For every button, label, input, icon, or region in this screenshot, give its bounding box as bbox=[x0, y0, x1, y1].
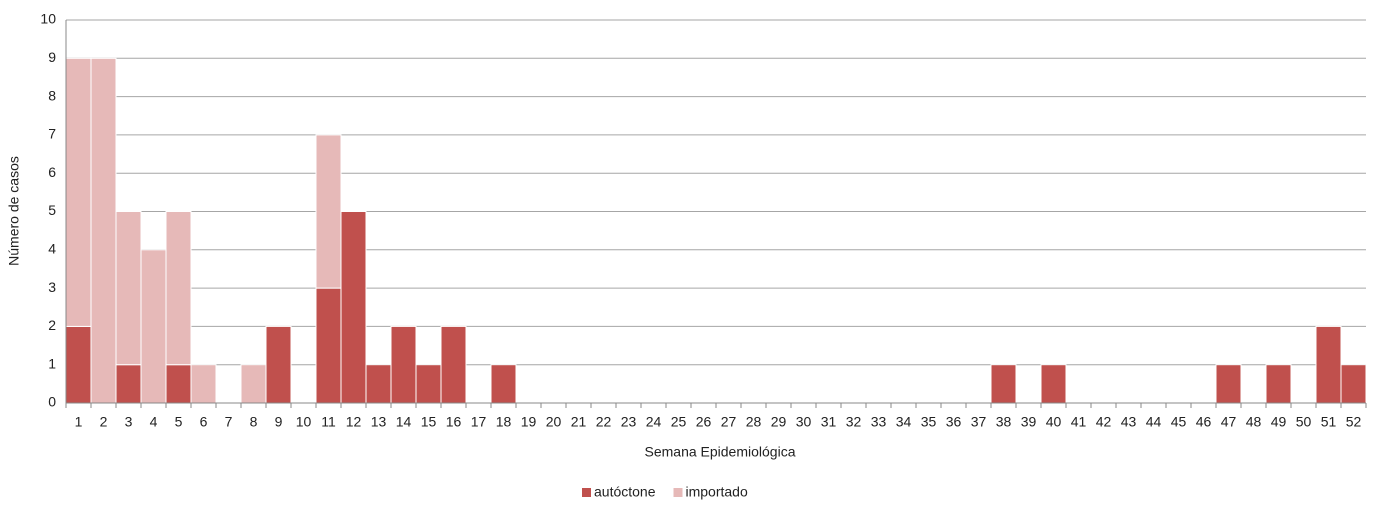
x-tick-label: 30 bbox=[796, 414, 812, 430]
x-tick-label: 31 bbox=[821, 414, 837, 430]
bar-segment bbox=[365, 364, 392, 404]
y-tick-label: 2 bbox=[48, 317, 56, 333]
bar-segment bbox=[340, 211, 367, 404]
bar-segment bbox=[1315, 325, 1342, 404]
x-tick-label: 46 bbox=[1196, 414, 1212, 430]
x-tick-label: 38 bbox=[996, 414, 1012, 430]
y-tick-label: 6 bbox=[48, 164, 56, 180]
x-tick-label: 34 bbox=[896, 414, 912, 430]
x-tick-label: 48 bbox=[1246, 414, 1262, 430]
x-tick-label: 13 bbox=[371, 414, 387, 430]
bar-segment bbox=[990, 364, 1017, 404]
x-tick-label: 32 bbox=[846, 414, 862, 430]
y-tick-label: 7 bbox=[48, 126, 56, 142]
x-tick-label: 12 bbox=[346, 414, 362, 430]
x-tick-label: 9 bbox=[275, 414, 283, 430]
x-tick-label: 5 bbox=[175, 414, 183, 430]
y-tick-label: 10 bbox=[40, 11, 56, 27]
bar-segment bbox=[240, 364, 267, 404]
x-tick-label: 15 bbox=[421, 414, 437, 430]
x-tick-label: 36 bbox=[946, 414, 962, 430]
bar-segment bbox=[1040, 364, 1067, 404]
x-tick-label: 33 bbox=[871, 414, 887, 430]
x-tick-label: 23 bbox=[621, 414, 637, 430]
x-tick-label: 18 bbox=[496, 414, 512, 430]
bar-segment bbox=[415, 364, 442, 404]
y-tick-label: 4 bbox=[48, 241, 56, 257]
x-tick-label: 10 bbox=[296, 414, 312, 430]
x-tick-label: 44 bbox=[1146, 414, 1162, 430]
bar-segment bbox=[265, 325, 292, 404]
x-tick-label: 39 bbox=[1021, 414, 1037, 430]
bar-segment bbox=[65, 325, 92, 404]
y-tick-label: 1 bbox=[48, 355, 56, 371]
x-tick-label: 52 bbox=[1346, 414, 1362, 430]
x-tick-label: 1 bbox=[75, 414, 83, 430]
x-tick-label: 42 bbox=[1096, 414, 1112, 430]
x-tick-label: 19 bbox=[521, 414, 537, 430]
bar-segment bbox=[490, 364, 517, 404]
x-tick-label: 4 bbox=[150, 414, 158, 430]
bar-segment bbox=[115, 211, 142, 366]
x-tick-label: 25 bbox=[671, 414, 687, 430]
x-tick-label: 2 bbox=[100, 414, 108, 430]
bar-segment bbox=[315, 134, 342, 289]
bar-segment bbox=[140, 249, 167, 404]
x-tick-label: 35 bbox=[921, 414, 937, 430]
y-axis-title: Número de casos bbox=[6, 156, 22, 266]
bar-segment bbox=[165, 211, 192, 366]
x-tick-label: 45 bbox=[1171, 414, 1187, 430]
bar-segment bbox=[1265, 364, 1292, 404]
x-tick-label: 22 bbox=[596, 414, 612, 430]
x-tick-label: 16 bbox=[446, 414, 462, 430]
x-tick-label: 11 bbox=[321, 414, 336, 430]
x-tick-label: 20 bbox=[546, 414, 562, 430]
x-tick-label: 47 bbox=[1221, 414, 1237, 430]
legend-swatch bbox=[582, 488, 591, 497]
legend-label: importado bbox=[686, 484, 748, 500]
y-tick-label: 5 bbox=[48, 202, 56, 218]
bar-segment bbox=[390, 325, 417, 404]
bar-segment bbox=[65, 57, 92, 327]
x-tick-label: 17 bbox=[471, 414, 487, 430]
x-tick-label: 14 bbox=[396, 414, 412, 430]
bar-segment bbox=[165, 364, 192, 404]
legend-swatch bbox=[673, 488, 683, 497]
x-tick-label: 24 bbox=[646, 414, 662, 430]
bar-segment bbox=[315, 287, 342, 404]
y-tick-label: 0 bbox=[48, 394, 56, 410]
y-tick-label: 9 bbox=[48, 49, 56, 65]
legend-label: autóctone bbox=[594, 484, 656, 500]
x-tick-label: 37 bbox=[971, 414, 987, 430]
x-tick-label: 43 bbox=[1121, 414, 1137, 430]
bar-segment bbox=[190, 364, 217, 404]
x-tick-label: 49 bbox=[1271, 414, 1287, 430]
x-tick-label: 40 bbox=[1046, 414, 1062, 430]
y-tick-label: 3 bbox=[48, 279, 56, 295]
bar-segment bbox=[90, 57, 117, 404]
x-tick-label: 28 bbox=[746, 414, 762, 430]
bar-segment bbox=[115, 364, 142, 404]
x-axis-title: Semana Epidemiológica bbox=[645, 444, 796, 460]
x-tick-label: 7 bbox=[225, 414, 233, 430]
x-tick-label: 41 bbox=[1071, 414, 1087, 430]
y-tick-label: 8 bbox=[48, 87, 56, 103]
x-tick-label: 51 bbox=[1321, 414, 1337, 430]
bar-segment bbox=[1215, 364, 1242, 404]
x-tick-label: 29 bbox=[771, 414, 787, 430]
bar-segment bbox=[1340, 364, 1367, 404]
x-tick-label: 27 bbox=[721, 414, 737, 430]
x-tick-label: 8 bbox=[250, 414, 258, 430]
x-tick-label: 26 bbox=[696, 414, 712, 430]
x-tick-label: 3 bbox=[125, 414, 133, 430]
x-tick-label: 6 bbox=[200, 414, 208, 430]
x-tick-label: 50 bbox=[1296, 414, 1312, 430]
bar-segment bbox=[440, 325, 467, 404]
x-tick-label: 21 bbox=[571, 414, 587, 430]
